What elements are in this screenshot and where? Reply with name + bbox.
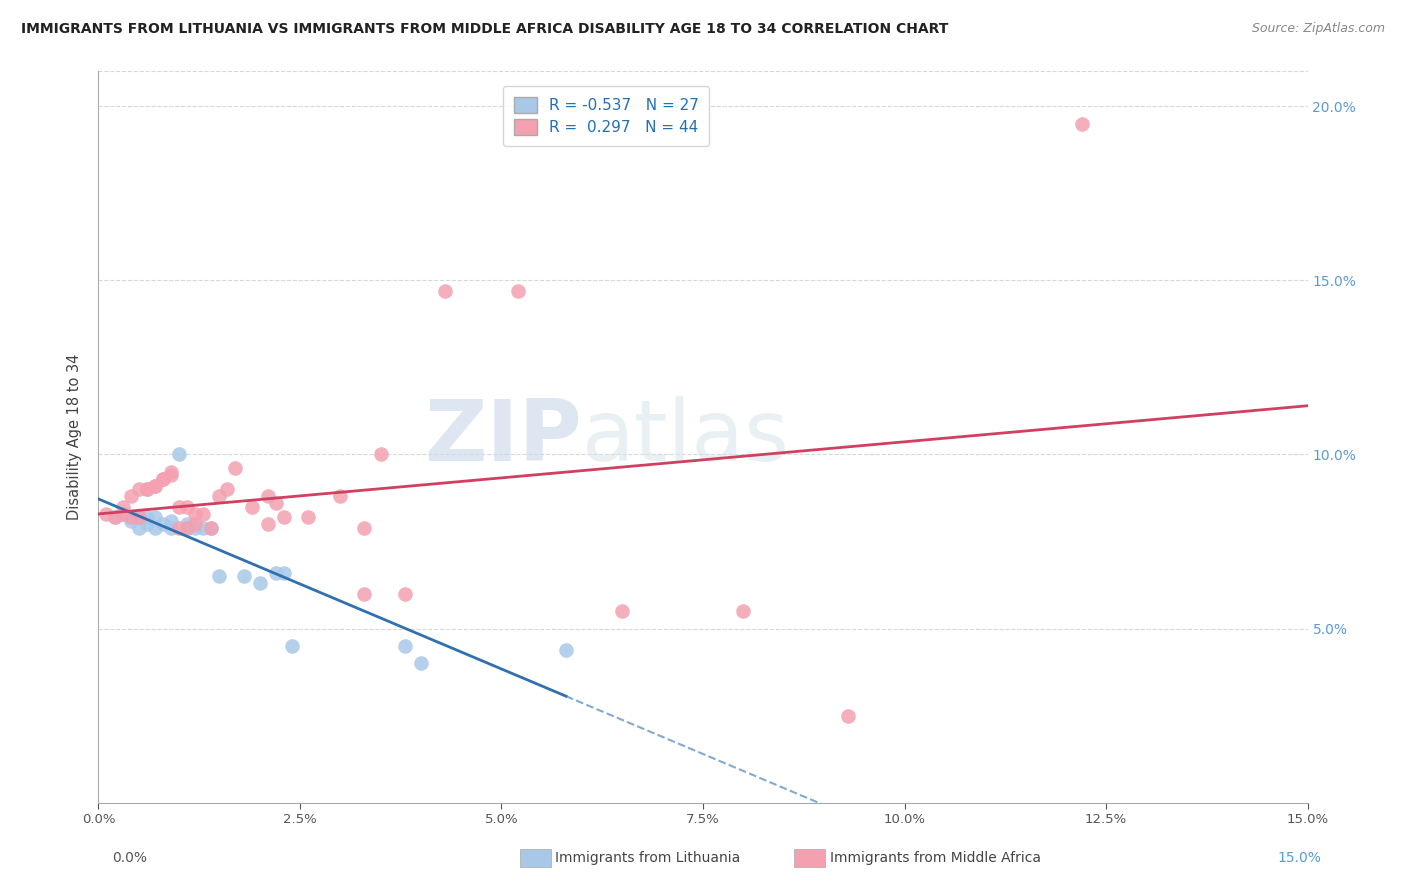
Point <box>167 521 190 535</box>
Point <box>224 461 246 475</box>
Point <box>152 517 174 532</box>
Point <box>120 514 142 528</box>
Point <box>184 507 207 521</box>
Point <box>167 448 190 462</box>
Legend: R = -0.537   N = 27, R =  0.297   N = 44: R = -0.537 N = 27, R = 0.297 N = 44 <box>503 87 710 145</box>
Point <box>135 517 157 532</box>
Point <box>208 489 231 503</box>
Point <box>143 510 166 524</box>
Point <box>143 479 166 493</box>
Point <box>120 510 142 524</box>
Point <box>281 639 304 653</box>
Point <box>394 639 416 653</box>
Point <box>111 507 134 521</box>
Point <box>135 510 157 524</box>
Text: IMMIGRANTS FROM LITHUANIA VS IMMIGRANTS FROM MIDDLE AFRICA DISABILITY AGE 18 TO : IMMIGRANTS FROM LITHUANIA VS IMMIGRANTS … <box>21 22 949 37</box>
Point <box>297 510 319 524</box>
Point <box>128 521 150 535</box>
Point <box>160 465 183 479</box>
Point <box>273 566 295 580</box>
Point <box>256 517 278 532</box>
Point <box>264 496 287 510</box>
Text: Immigrants from Lithuania: Immigrants from Lithuania <box>555 851 741 865</box>
Point <box>128 483 150 497</box>
Point <box>329 489 352 503</box>
Point <box>249 576 271 591</box>
Point <box>135 483 157 497</box>
Point <box>506 284 529 298</box>
Point <box>193 521 215 535</box>
Point <box>240 500 263 514</box>
Point <box>409 657 432 671</box>
Point <box>555 642 578 657</box>
Point <box>208 569 231 583</box>
Point <box>128 510 150 524</box>
Point <box>1070 117 1092 131</box>
Point <box>176 521 198 535</box>
Point <box>273 510 295 524</box>
Point <box>353 521 375 535</box>
Point <box>160 521 183 535</box>
Point <box>232 569 254 583</box>
Y-axis label: Disability Age 18 to 34: Disability Age 18 to 34 <box>67 354 83 520</box>
Point <box>256 489 278 503</box>
Point <box>837 708 859 723</box>
Point <box>612 604 634 618</box>
Text: 0.0%: 0.0% <box>112 851 148 865</box>
Point <box>111 500 134 514</box>
Point <box>103 510 125 524</box>
Point <box>176 521 198 535</box>
Text: atlas: atlas <box>582 395 790 479</box>
Point <box>176 500 198 514</box>
Point <box>152 472 174 486</box>
Point <box>96 507 118 521</box>
Point <box>103 510 125 524</box>
Point <box>120 489 142 503</box>
Point <box>434 284 457 298</box>
Point <box>394 587 416 601</box>
Point <box>217 483 239 497</box>
Point <box>176 517 198 532</box>
Point <box>733 604 755 618</box>
Point <box>370 448 392 462</box>
Point <box>200 521 222 535</box>
Point <box>200 521 222 535</box>
Text: Immigrants from Middle Africa: Immigrants from Middle Africa <box>830 851 1040 865</box>
Point <box>143 521 166 535</box>
Text: 15.0%: 15.0% <box>1278 851 1322 865</box>
Point <box>160 468 183 483</box>
Point <box>264 566 287 580</box>
Point <box>167 500 190 514</box>
Text: Source: ZipAtlas.com: Source: ZipAtlas.com <box>1251 22 1385 36</box>
Point <box>353 587 375 601</box>
Point <box>184 521 207 535</box>
Point <box>160 514 183 528</box>
Point <box>111 507 134 521</box>
Point <box>143 479 166 493</box>
Point <box>135 483 157 497</box>
Point <box>193 507 215 521</box>
Point <box>184 517 207 532</box>
Point <box>128 510 150 524</box>
Point <box>152 472 174 486</box>
Text: ZIP: ZIP <box>425 395 582 479</box>
